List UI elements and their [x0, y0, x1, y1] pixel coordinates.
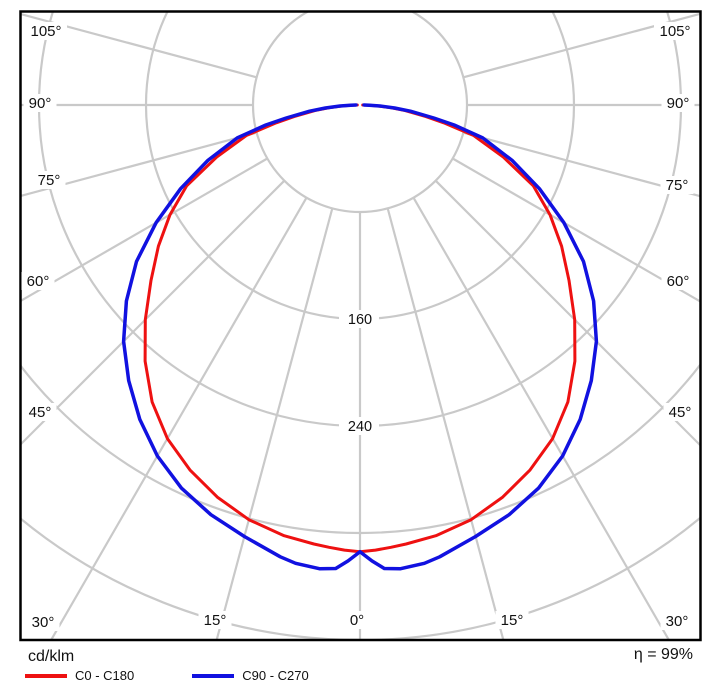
grid-angle-line-R60	[452, 157, 701, 303]
grid-angle-line-L45	[20, 179, 286, 447]
legend-swatch-c0-c180	[25, 673, 67, 678]
ring-label-bg-160	[339, 310, 379, 328]
angle-label-bg	[660, 176, 694, 194]
angle-label-bg	[25, 22, 67, 40]
grid-angle-line-R30	[412, 197, 671, 640]
legend-swatch-c90-c270	[192, 673, 235, 678]
grid-angle-line-L60	[20, 157, 268, 303]
angle-label-75-right: 75°	[666, 177, 689, 194]
angle-label-90-right: 90°	[667, 95, 690, 112]
angle-label-105-left: 105°	[30, 23, 61, 40]
ring-label-240: 240	[348, 419, 372, 435]
plot-border	[19, 10, 702, 642]
angle-label-45-right: 45°	[669, 404, 692, 421]
angle-label-75-left: 75°	[38, 172, 61, 189]
angle-label-bg	[495, 611, 529, 629]
angle-label-bg	[660, 612, 694, 630]
angle-label-105-right: 105°	[659, 23, 690, 40]
grid-angle-line-L30	[49, 197, 308, 640]
grid-angle-line-R15	[386, 208, 505, 640]
angle-label-bg	[21, 272, 55, 290]
angle-label-bg	[198, 611, 232, 629]
angle-label-bg	[661, 94, 695, 112]
grid-angle-line-L75	[20, 131, 257, 198]
angle-label-bg	[26, 613, 60, 631]
angle-label-45-left: 45°	[29, 404, 52, 421]
angle-label-90-left: 90°	[29, 95, 52, 112]
angle-label-15-right: 15°	[501, 612, 524, 629]
angle-label-bg	[345, 611, 369, 629]
grid-angle-line-R75	[463, 131, 701, 198]
angle-label-bg	[663, 403, 697, 421]
angle-label-15-left: 15°	[204, 612, 227, 629]
curve-c90-c270	[121, 103, 599, 571]
angle-label-0-left: 0°	[350, 612, 364, 629]
ring-label-bg-240	[339, 417, 379, 435]
grid-angle-line-R105	[463, 12, 701, 79]
angle-label-bg	[32, 171, 66, 189]
angle-label-bg	[654, 22, 696, 40]
grid-angle-line-L105	[20, 12, 257, 79]
units-label: cd/klm	[28, 648, 75, 665]
legend: C0 - C180 C90 - C270	[25, 668, 309, 683]
angle-label-bg	[661, 272, 695, 290]
ring-label-160: 160	[348, 312, 372, 328]
angle-label-bg	[23, 94, 57, 112]
angle-label-bg	[23, 403, 57, 421]
grid-ring-80	[251, 11, 469, 214]
grid-angle-line-L15	[215, 208, 334, 640]
grid-angle-line-R45	[434, 179, 701, 448]
legend-label-c90-c270: C90 - C270	[242, 668, 309, 683]
legend-label-c0-c180: C0 - C180	[75, 668, 135, 683]
angle-label-60-left: 60°	[27, 273, 50, 290]
angle-label-60-right: 60°	[667, 273, 690, 290]
angle-label-30-left: 30°	[32, 614, 55, 631]
efficiency-label: η = 99%	[633, 646, 693, 663]
angle-label-30-right: 30°	[666, 613, 689, 630]
